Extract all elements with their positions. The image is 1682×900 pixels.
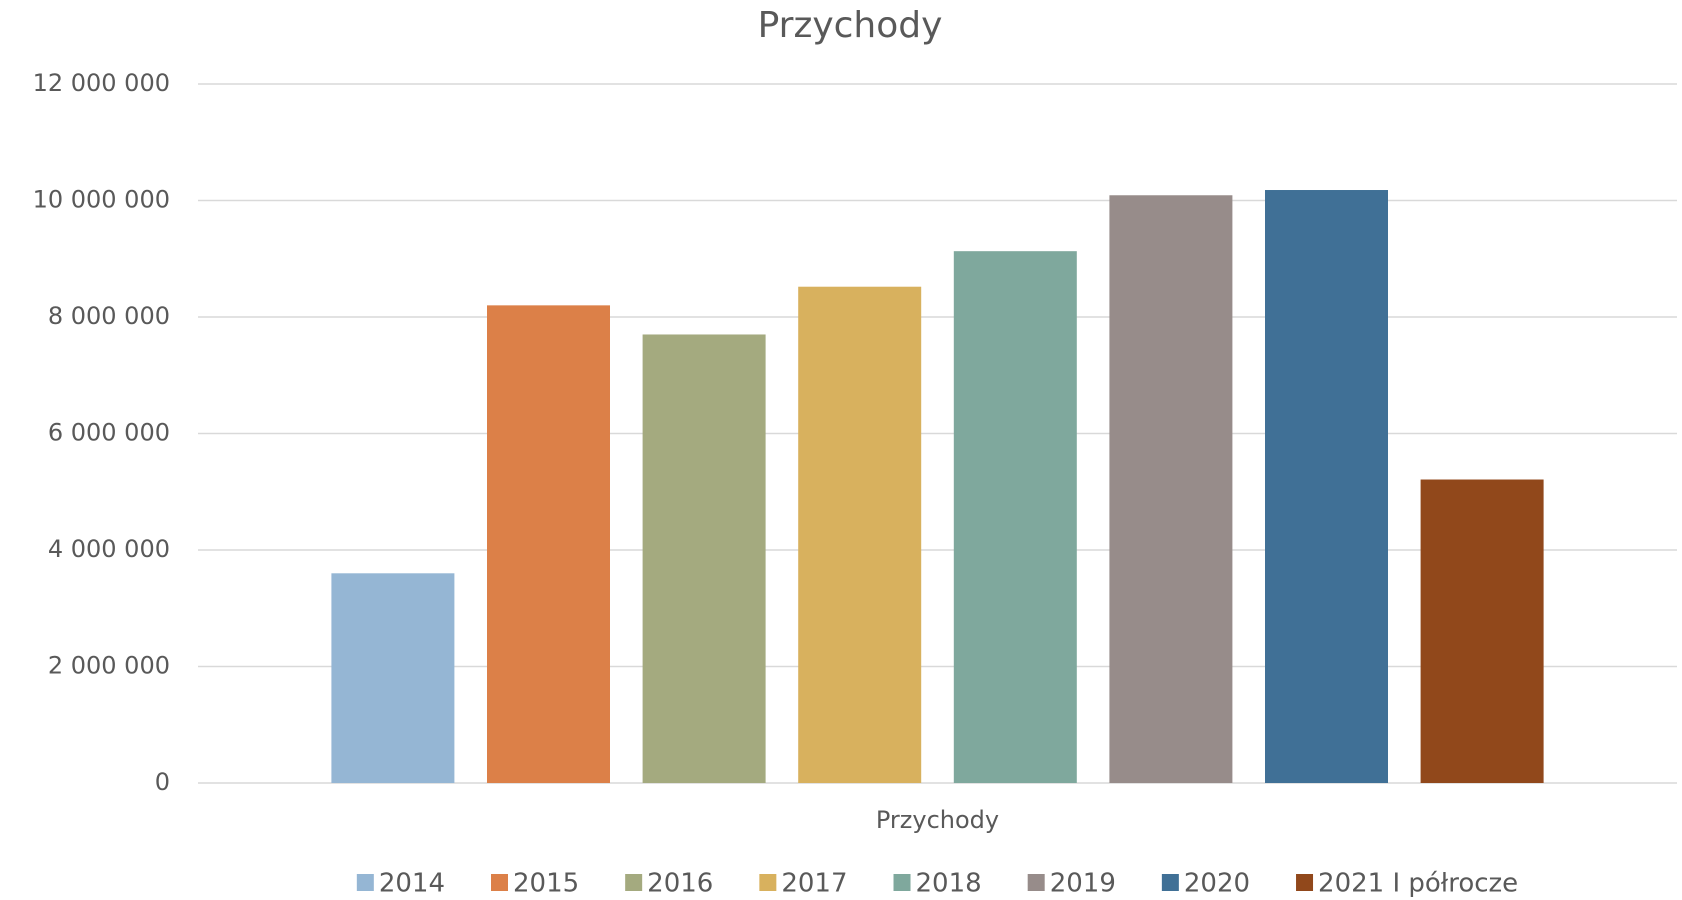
legend-label: 2014 — [379, 869, 445, 899]
y-tick-label: 8 000 000 — [48, 302, 170, 330]
bar — [1420, 479, 1544, 783]
bar — [1265, 190, 1388, 783]
legend-label: 2020 — [1184, 869, 1250, 899]
legend-label: 2018 — [916, 869, 982, 899]
legend-swatch — [1161, 874, 1179, 891]
y-tick-label: 4 000 000 — [48, 535, 170, 563]
bar — [1109, 195, 1233, 783]
legend-label: 2016 — [647, 869, 713, 899]
legend-label: 2017 — [781, 869, 847, 899]
y-tick-label: 0 — [155, 768, 170, 796]
bar — [798, 286, 922, 783]
legend-swatch — [491, 874, 508, 891]
chart-title: Przychody — [758, 5, 943, 46]
legend-swatch — [356, 874, 374, 891]
y-tick-label: 12 000 000 — [33, 69, 170, 97]
y-tick-label: 6 000 000 — [48, 419, 170, 447]
bar — [331, 573, 455, 783]
y-tick-label: 2 000 000 — [48, 652, 170, 680]
legend-swatch — [759, 874, 777, 891]
bar — [642, 334, 766, 783]
bar — [487, 305, 610, 783]
legend-swatch — [1027, 874, 1045, 891]
legend-label: 2015 — [513, 869, 579, 899]
legend-label: 2021 I półrocze — [1318, 869, 1518, 899]
legend-label: 2019 — [1050, 869, 1116, 899]
bar — [953, 251, 1077, 784]
legend-swatch — [1296, 874, 1314, 891]
legend: 2014 2015 2016 2017 2018 2019 2020 2021 I półro… — [356, 869, 1518, 899]
y-tick-label: 10 000 000 — [33, 186, 170, 214]
legend-swatch — [625, 874, 643, 891]
legend-swatch — [893, 874, 911, 891]
x-tick-label: Przychody — [876, 806, 999, 834]
